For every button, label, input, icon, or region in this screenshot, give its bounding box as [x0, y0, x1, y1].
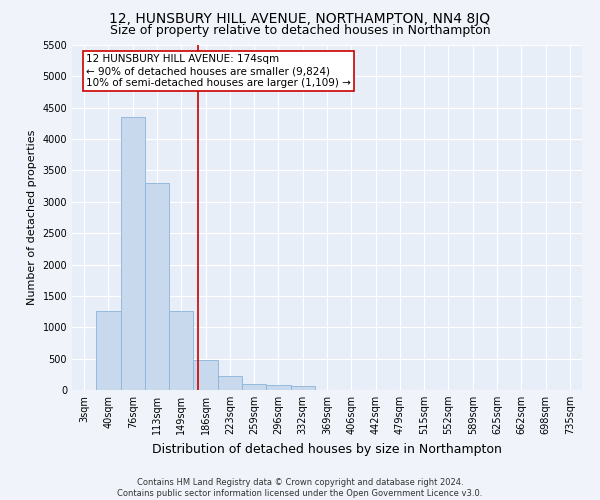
Text: 12, HUNSBURY HILL AVENUE, NORTHAMPTON, NN4 8JQ: 12, HUNSBURY HILL AVENUE, NORTHAMPTON, N… [109, 12, 491, 26]
Bar [242, 384, 266, 390]
Bar [218, 376, 242, 390]
X-axis label: Distribution of detached houses by size in Northampton: Distribution of detached houses by size … [152, 442, 502, 456]
Bar [266, 385, 290, 390]
Text: Size of property relative to detached houses in Northampton: Size of property relative to detached ho… [110, 24, 490, 37]
Bar [193, 360, 218, 390]
Bar [290, 386, 315, 390]
Bar [145, 183, 169, 390]
Y-axis label: Number of detached properties: Number of detached properties [27, 130, 37, 305]
Bar [121, 117, 145, 390]
Text: Contains HM Land Registry data © Crown copyright and database right 2024.
Contai: Contains HM Land Registry data © Crown c… [118, 478, 482, 498]
Bar [96, 312, 121, 390]
Text: 12 HUNSBURY HILL AVENUE: 174sqm
← 90% of detached houses are smaller (9,824)
10%: 12 HUNSBURY HILL AVENUE: 174sqm ← 90% of… [86, 54, 351, 88]
Bar [169, 312, 193, 390]
